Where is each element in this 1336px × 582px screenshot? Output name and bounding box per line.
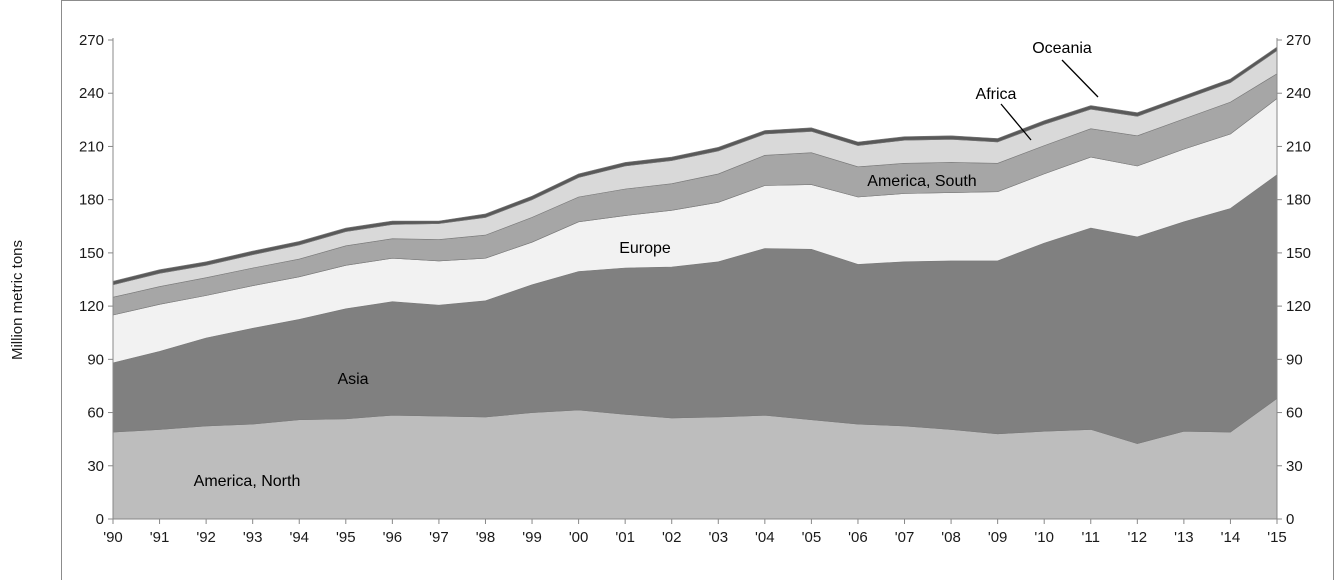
label-asia: Asia: [337, 371, 368, 388]
x-tick-label: '94: [289, 529, 309, 546]
y-tick-label-right: 210: [1286, 138, 1311, 155]
area-series-group: [112, 46, 1278, 520]
leader-line-africa: [1000, 103, 1032, 141]
y-tick-label-right: 30: [1286, 458, 1303, 475]
x-tick-label: '07: [895, 529, 915, 546]
x-tick-label: '91: [150, 529, 170, 546]
x-tick-label: '93: [243, 529, 263, 546]
y-tick-label-right: 60: [1286, 405, 1303, 422]
y-tick-label-right: 0: [1286, 511, 1294, 528]
x-tick-label: '99: [522, 529, 542, 546]
x-tick-label: '13: [1174, 529, 1194, 546]
y-tick-label-left: 180: [79, 192, 104, 209]
x-tick-label: '10: [1034, 529, 1054, 546]
x-tick-label: '97: [429, 529, 449, 546]
x-tick-label: '90: [103, 529, 123, 546]
y-tick-label-right: 180: [1286, 192, 1311, 209]
series-labels: America, North Asia Europe America, South Af…: [194, 40, 1099, 490]
leader-line-oceania: [1061, 59, 1099, 98]
x-tick-label: '03: [708, 529, 728, 546]
x-tick-label: '02: [662, 529, 682, 546]
y-tick-label-right: 240: [1286, 85, 1311, 102]
x-tick-label: '01: [615, 529, 635, 546]
y-tick-label-left: 270: [79, 32, 104, 49]
y-axis-title: Million metric tons: [9, 240, 26, 360]
x-tick-label: '00: [569, 529, 589, 546]
x-tick-label: '14: [1221, 529, 1241, 546]
x-tick-label: '92: [196, 529, 216, 546]
x-tick-label: '11: [1082, 529, 1100, 546]
x-axis-ticks: '90 '91 '92 '93 '94 '95 '96 '97 '98 '99 '00 '01 '02 '…: [103, 519, 1287, 546]
y-tick-label-left: 240: [79, 85, 104, 102]
y-tick-label-right: 90: [1286, 351, 1303, 368]
y-axis-right-ticks: 0 30 60 90 120 150 180 210 240 270: [1277, 32, 1311, 528]
chart-frame: [61, 0, 1334, 580]
x-tick-label: '98: [476, 529, 496, 546]
y-tick-label-right: 120: [1286, 298, 1311, 315]
y-tick-label-left: 90: [87, 351, 104, 368]
x-tick-label: '95: [336, 529, 356, 546]
x-tick-label: '04: [755, 529, 775, 546]
x-tick-label: '12: [1128, 529, 1148, 546]
label-europe: Europe: [619, 240, 671, 257]
y-axis-left-ticks: 0 30 60 90 120 150 180 210 240 270: [79, 32, 113, 528]
x-tick-label: '05: [802, 529, 822, 546]
y-tick-label-left: 120: [79, 298, 104, 315]
x-tick-label: '08: [941, 529, 961, 546]
y-tick-label-left: 150: [79, 245, 104, 262]
y-tick-label-left: 210: [79, 138, 104, 155]
label-america-south: America, South: [867, 173, 976, 190]
axes: [112, 38, 1278, 520]
label-africa: Africa: [976, 86, 1017, 103]
x-tick-label: '06: [848, 529, 868, 546]
label-america-north: America, North: [194, 473, 301, 490]
y-tick-label-right: 150: [1286, 245, 1311, 262]
y-tick-label-left: 60: [87, 405, 104, 422]
x-tick-label: '09: [988, 529, 1008, 546]
x-tick-label: '15: [1267, 529, 1287, 546]
label-oceania: Oceania: [1032, 40, 1092, 57]
y-tick-label-right: 270: [1286, 32, 1311, 49]
y-tick-label-left: 30: [87, 458, 104, 475]
x-tick-label: '96: [383, 529, 403, 546]
y-tick-label-left: 0: [96, 511, 104, 528]
